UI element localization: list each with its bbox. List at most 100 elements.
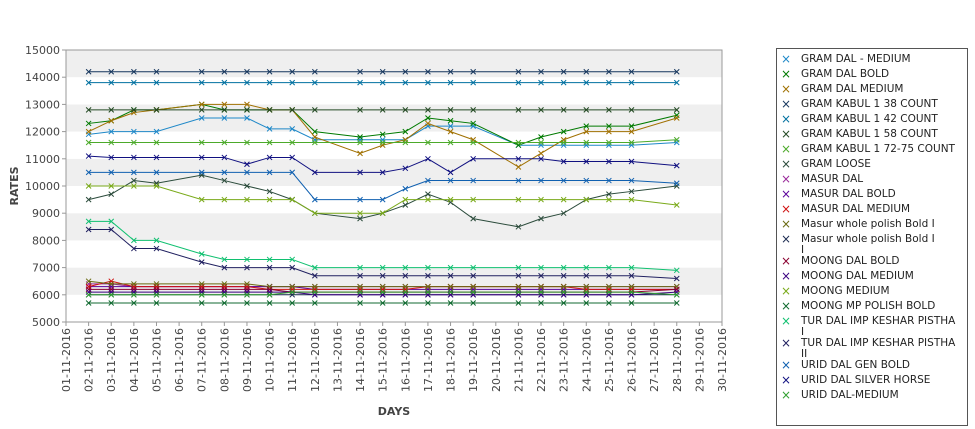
data-point bbox=[447, 283, 454, 290]
data-point bbox=[85, 153, 92, 159]
data-point bbox=[244, 161, 250, 168]
series-11 bbox=[85, 278, 680, 290]
data-point bbox=[153, 291, 160, 298]
data-point bbox=[470, 79, 477, 86]
data-point bbox=[606, 300, 612, 306]
data-point bbox=[628, 289, 635, 295]
data-point bbox=[425, 289, 431, 295]
data-point bbox=[108, 300, 115, 306]
data-point bbox=[402, 165, 409, 172]
plot-bands bbox=[66, 50, 722, 322]
x-tick-label: 10-11-2016 bbox=[264, 328, 277, 392]
x-tick-label: 15-11-2016 bbox=[377, 328, 390, 392]
data-point bbox=[379, 106, 386, 113]
y-tick-label: 6000 bbox=[32, 289, 60, 302]
legend-label: GRAM DAL MEDIUM bbox=[801, 83, 904, 95]
x-tick-label: 27-11-2016 bbox=[648, 328, 661, 392]
data-point bbox=[108, 68, 115, 75]
data-point bbox=[538, 264, 544, 271]
data-point bbox=[379, 300, 386, 306]
data-point bbox=[221, 101, 228, 108]
data-point bbox=[628, 300, 635, 306]
data-point bbox=[673, 79, 680, 86]
data-point bbox=[673, 291, 680, 298]
data-point bbox=[425, 283, 431, 290]
data-point bbox=[131, 139, 137, 146]
data-point bbox=[153, 79, 160, 86]
data-point bbox=[583, 79, 590, 86]
data-point bbox=[402, 196, 409, 203]
data-point bbox=[379, 289, 386, 295]
data-point bbox=[628, 106, 635, 113]
series-16 bbox=[85, 300, 680, 306]
data-point bbox=[606, 123, 612, 130]
data-point bbox=[379, 264, 386, 271]
data-point bbox=[515, 300, 522, 306]
legend-marker: × bbox=[781, 52, 792, 66]
data-point bbox=[244, 300, 250, 306]
legend-marker: × bbox=[781, 112, 792, 126]
data-point bbox=[357, 196, 363, 203]
data-point bbox=[153, 237, 160, 244]
data-point bbox=[311, 283, 318, 290]
data-point bbox=[379, 283, 386, 290]
data-point bbox=[311, 169, 318, 176]
data-point bbox=[470, 106, 477, 113]
data-point bbox=[85, 278, 92, 285]
data-point bbox=[131, 68, 137, 75]
data-point bbox=[108, 218, 115, 225]
data-point bbox=[244, 291, 250, 298]
data-point bbox=[221, 196, 228, 203]
data-point bbox=[108, 117, 115, 124]
data-point bbox=[470, 215, 477, 222]
data-point bbox=[538, 283, 544, 290]
data-point bbox=[628, 123, 635, 130]
data-point bbox=[221, 256, 228, 263]
data-point bbox=[244, 115, 250, 121]
x-tick-label: 25-11-2016 bbox=[603, 328, 616, 392]
data-point bbox=[606, 264, 612, 271]
data-point bbox=[470, 196, 477, 203]
legend-label: URID DAL GEN BOLD bbox=[801, 359, 910, 371]
data-point bbox=[357, 134, 363, 140]
legend-marker: × bbox=[781, 336, 792, 350]
x-tick-label: 18-11-2016 bbox=[445, 328, 458, 392]
data-point bbox=[560, 158, 567, 165]
data-point bbox=[560, 68, 567, 75]
legend-label: Masur whole polish Bold I bbox=[801, 218, 935, 230]
data-point bbox=[311, 128, 318, 135]
data-point bbox=[379, 169, 386, 176]
series-17 bbox=[85, 218, 680, 274]
data-point bbox=[538, 150, 544, 157]
data-point bbox=[311, 264, 318, 271]
legend-marker: × bbox=[781, 187, 792, 201]
data-point bbox=[673, 162, 680, 169]
data-point bbox=[289, 264, 296, 271]
data-point bbox=[131, 237, 137, 244]
data-point bbox=[153, 139, 160, 146]
data-point bbox=[289, 79, 296, 86]
data-point bbox=[221, 106, 228, 113]
series-layer bbox=[85, 68, 680, 306]
data-point bbox=[221, 264, 228, 271]
data-point bbox=[606, 191, 612, 198]
data-point bbox=[583, 139, 590, 146]
data-point bbox=[266, 106, 273, 113]
legend-label: Masur whole polish Bold I I bbox=[801, 233, 935, 256]
data-point bbox=[198, 291, 205, 298]
grid-band bbox=[66, 77, 722, 105]
x-tick-label: 14-11-2016 bbox=[354, 328, 367, 392]
grid-band bbox=[66, 267, 722, 295]
data-point bbox=[131, 169, 137, 176]
data-point bbox=[447, 196, 454, 203]
data-point bbox=[538, 79, 544, 86]
data-point bbox=[379, 196, 386, 203]
data-point bbox=[266, 291, 273, 298]
data-point bbox=[470, 283, 477, 290]
data-point bbox=[425, 191, 431, 198]
data-point bbox=[606, 128, 612, 135]
data-point bbox=[108, 281, 115, 287]
legend-marker: × bbox=[781, 314, 792, 328]
data-point bbox=[221, 169, 228, 176]
data-point bbox=[673, 106, 680, 113]
